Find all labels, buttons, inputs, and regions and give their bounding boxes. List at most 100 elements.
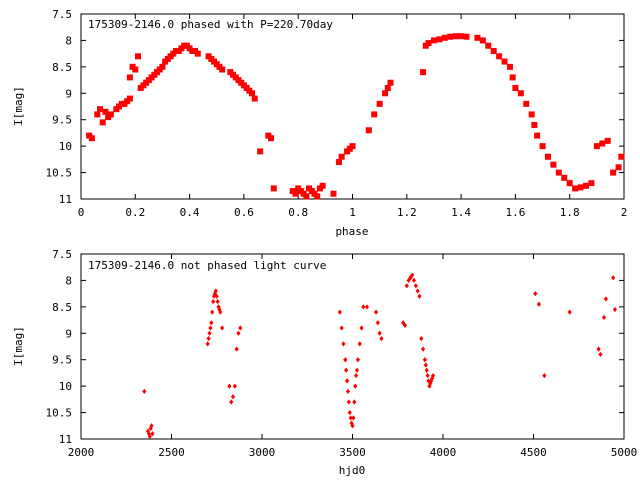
- axis-ticks: 2000 2500 3000 3500 4000 4500 5000 7.5 8 8.5 9 9.5 1…: [46, 248, 638, 459]
- x-axis-label: phase: [335, 225, 368, 238]
- data-point: [599, 140, 606, 147]
- data-point: [142, 388, 147, 395]
- y-tick-label: 9: [65, 327, 72, 340]
- data-point: [238, 325, 243, 331]
- x-tick-label: 2500: [158, 446, 185, 459]
- data-point: [219, 66, 226, 73]
- data-point: [354, 372, 359, 379]
- data-point: [341, 341, 346, 347]
- data-point: [337, 309, 342, 315]
- data-point: [427, 383, 432, 389]
- data-point: [314, 193, 321, 200]
- x-tick-label: 2: [621, 206, 628, 219]
- data-point: [373, 309, 379, 315]
- x-tick-label: 1.2: [397, 206, 417, 219]
- data-point: [249, 90, 256, 97]
- data-points: [142, 272, 618, 439]
- data-point: [232, 383, 237, 389]
- data-point: [539, 143, 546, 150]
- data-point: [542, 372, 547, 379]
- data-point: [208, 325, 213, 331]
- data-point: [382, 90, 389, 97]
- data-point: [458, 33, 465, 40]
- data-point: [218, 309, 223, 315]
- data-point: [270, 185, 277, 192]
- data-point: [107, 111, 114, 118]
- data-point: [533, 291, 538, 297]
- chart-title: 175309-2146.0 not phased light curve: [88, 259, 326, 272]
- data-point: [126, 74, 133, 81]
- data-point: [339, 325, 344, 331]
- data-point: [415, 288, 420, 294]
- data-point: [352, 399, 357, 405]
- data-point: [357, 341, 362, 347]
- data-point: [544, 153, 551, 160]
- data-point: [611, 275, 616, 281]
- data-point: [567, 309, 572, 315]
- data-point: [424, 367, 429, 373]
- data-point: [351, 415, 356, 421]
- data-point: [330, 190, 337, 197]
- data-point: [359, 325, 364, 331]
- data-point: [596, 346, 601, 352]
- data-point: [384, 85, 391, 91]
- data-point: [593, 143, 600, 150]
- data-point: [429, 378, 434, 384]
- y-tick-label: 10: [59, 380, 72, 393]
- data-point: [447, 33, 454, 40]
- x-tick-label: 1.8: [560, 206, 580, 219]
- data-point: [206, 335, 211, 342]
- data-point: [145, 428, 151, 434]
- data-point: [419, 335, 424, 342]
- data-point: [126, 95, 133, 102]
- data-point: [345, 388, 351, 395]
- y-tick-label: 8.5: [52, 301, 72, 314]
- data-point: [257, 148, 264, 155]
- data-point: [292, 190, 299, 197]
- data-point: [490, 48, 497, 54]
- x-tick-label: 0: [78, 206, 85, 219]
- data-point: [536, 301, 542, 307]
- data-point: [410, 272, 415, 278]
- data-point: [268, 135, 275, 142]
- data-point: [602, 314, 607, 321]
- y-tick-label: 11: [59, 433, 72, 446]
- data-point: [236, 330, 241, 336]
- data-point: [207, 330, 212, 336]
- phased-light-curve-panel: 175309-2146.0 phased with P=220.70day ph…: [12, 8, 627, 238]
- data-point: [512, 85, 519, 91]
- data-point: [577, 184, 584, 191]
- data-point: [205, 341, 210, 347]
- data-point: [344, 378, 350, 384]
- y-tick-label: 8.5: [52, 61, 72, 74]
- x-tick-label: 0.6: [234, 206, 254, 219]
- data-point: [588, 180, 595, 187]
- data-point: [376, 100, 383, 107]
- data-point: [423, 362, 428, 368]
- data-point: [517, 90, 524, 97]
- data-point: [349, 420, 354, 426]
- data-point: [425, 372, 430, 379]
- data-point: [441, 34, 448, 41]
- data-point: [364, 304, 370, 310]
- data-point: [303, 193, 310, 200]
- data-point: [350, 423, 355, 429]
- data-point: [604, 137, 611, 144]
- data-point: [618, 153, 625, 160]
- y-axis-label: I[mag]: [12, 326, 25, 366]
- data-point: [422, 357, 427, 363]
- plot-frame: [80, 13, 625, 200]
- data-point: [230, 394, 236, 400]
- data-point: [349, 143, 356, 150]
- data-point: [411, 277, 417, 284]
- data-point: [430, 372, 436, 379]
- data-point: [615, 164, 622, 171]
- data-point: [234, 346, 239, 352]
- x-tick-label: 4500: [520, 446, 547, 459]
- data-point: [501, 58, 508, 65]
- data-point: [534, 132, 541, 139]
- plot-frame: [80, 253, 625, 440]
- data-point: [417, 293, 422, 299]
- y-tick-label: 7.5: [52, 8, 72, 21]
